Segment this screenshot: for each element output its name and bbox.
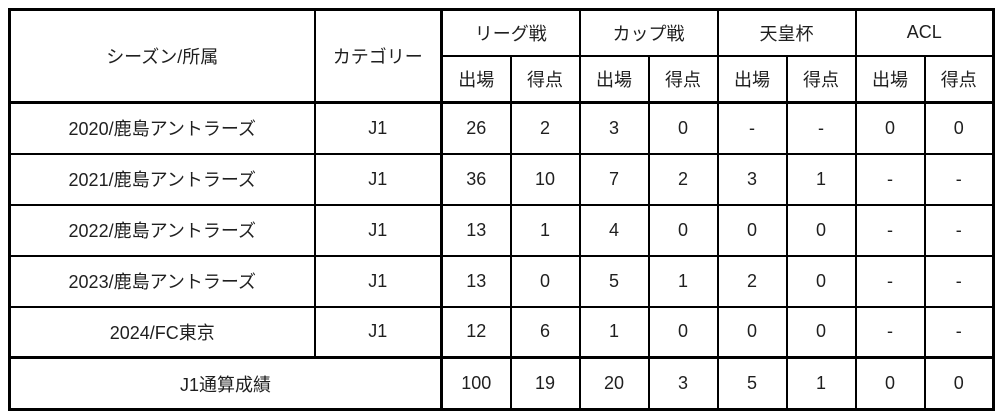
emperors-goals-cell: 1: [785, 152, 857, 206]
total-emperors-apps-cell: 5: [716, 356, 788, 411]
acl-goals-cell: -: [923, 254, 995, 308]
table-row-total: J1通算成績 100 19 20 3 5 1 0 0: [8, 356, 995, 411]
header-group-acl: ACL: [854, 8, 995, 57]
category-cell: J1: [313, 305, 443, 359]
acl-goals-cell: -: [923, 203, 995, 257]
header-season-club: シーズン/所属: [8, 8, 316, 104]
emperors-apps-cell: -: [716, 101, 788, 155]
header-emperors-apps: 出場: [716, 54, 788, 104]
player-season-stats-table: シーズン/所属 カテゴリー リーグ戦 カップ戦 天皇杯 ACL 出場 得点 出場…: [8, 8, 996, 411]
cup-apps-cell: 3: [578, 101, 650, 155]
acl-apps-cell: -: [854, 152, 926, 206]
cup-apps-cell: 5: [578, 254, 650, 308]
league-goals-cell: 6: [509, 305, 581, 359]
emperors-apps-cell: 0: [716, 305, 788, 359]
league-goals-cell: 1: [509, 203, 581, 257]
season-club-cell: 2021/鹿島アントラーズ: [8, 152, 316, 206]
header-group-row: シーズン/所属 カテゴリー リーグ戦 カップ戦 天皇杯 ACL: [8, 8, 995, 104]
emperors-goals-cell: -: [785, 101, 857, 155]
emperors-goals-cell: 0: [785, 203, 857, 257]
cup-goals-cell: 2: [647, 152, 719, 206]
header-sub-row: 出場 得点 出場 得点 出場 得点 出場 得点: [10, 54, 995, 104]
cup-goals-cell: 0: [647, 101, 719, 155]
table-row-2024: 2024/FC東京 J1 12 6 1 0 0 0 - -: [8, 305, 995, 359]
cup-apps-cell: 7: [578, 152, 650, 206]
league-goals-cell: 2: [509, 101, 581, 155]
total-acl-goals-cell: 0: [923, 356, 995, 411]
header-acl-goals: 得点: [923, 54, 995, 104]
category-cell: J1: [313, 254, 443, 308]
total-label-cell: J1通算成績: [8, 356, 443, 411]
acl-goals-cell: 0: [923, 101, 995, 155]
header-emperors-goals: 得点: [785, 54, 857, 104]
acl-goals-cell: -: [923, 305, 995, 359]
league-apps-cell: 26: [440, 101, 512, 155]
header-league-apps: 出場: [440, 54, 512, 104]
season-club-cell: 2020/鹿島アントラーズ: [8, 101, 316, 155]
table-row-2023: 2023/鹿島アントラーズ J1 13 0 5 1 2 0 - -: [8, 254, 995, 308]
total-league-goals-cell: 19: [509, 356, 581, 411]
league-goals-cell: 10: [509, 152, 581, 206]
league-apps-cell: 13: [440, 254, 512, 308]
header-group-emperors-cup: 天皇杯: [716, 8, 857, 57]
season-club-cell: 2022/鹿島アントラーズ: [8, 203, 316, 257]
acl-apps-cell: 0: [854, 101, 926, 155]
emperors-apps-cell: 2: [716, 254, 788, 308]
header-cup-goals: 得点: [647, 54, 719, 104]
header-group-cup: カップ戦: [578, 8, 719, 57]
cup-apps-cell: 4: [578, 203, 650, 257]
league-apps-cell: 13: [440, 203, 512, 257]
header-acl-apps: 出場: [854, 54, 926, 104]
table-row-2020: 2020/鹿島アントラーズ J1 26 2 3 0 - - 0 0: [8, 101, 995, 155]
header-group-league: リーグ戦: [440, 8, 581, 57]
table-row-2021: 2021/鹿島アントラーズ J1 36 10 7 2 3 1 - -: [8, 152, 995, 206]
emperors-apps-cell: 3: [716, 152, 788, 206]
league-apps-cell: 36: [440, 152, 512, 206]
emperors-goals-cell: 0: [785, 254, 857, 308]
header-category: カテゴリー: [313, 8, 443, 104]
total-acl-apps-cell: 0: [854, 356, 926, 411]
category-cell: J1: [313, 101, 443, 155]
cup-goals-cell: 1: [647, 254, 719, 308]
acl-apps-cell: -: [854, 305, 926, 359]
emperors-goals-cell: 0: [785, 305, 857, 359]
total-emperors-goals-cell: 1: [785, 356, 857, 411]
season-club-cell: 2024/FC東京: [8, 305, 316, 359]
league-goals-cell: 0: [509, 254, 581, 308]
total-league-apps-cell: 100: [440, 356, 512, 411]
category-cell: J1: [313, 152, 443, 206]
category-cell: J1: [313, 203, 443, 257]
cup-goals-cell: 0: [647, 203, 719, 257]
total-cup-goals-cell: 3: [647, 356, 719, 411]
total-cup-apps-cell: 20: [578, 356, 650, 411]
cup-apps-cell: 1: [578, 305, 650, 359]
season-club-cell: 2023/鹿島アントラーズ: [8, 254, 316, 308]
cup-goals-cell: 0: [647, 305, 719, 359]
header-league-goals: 得点: [509, 54, 581, 104]
table-row-2022: 2022/鹿島アントラーズ J1 13 1 4 0 0 0 - -: [8, 203, 995, 257]
header-cup-apps: 出場: [578, 54, 650, 104]
acl-goals-cell: -: [923, 152, 995, 206]
league-apps-cell: 12: [440, 305, 512, 359]
emperors-apps-cell: 0: [716, 203, 788, 257]
acl-apps-cell: -: [854, 203, 926, 257]
acl-apps-cell: -: [854, 254, 926, 308]
